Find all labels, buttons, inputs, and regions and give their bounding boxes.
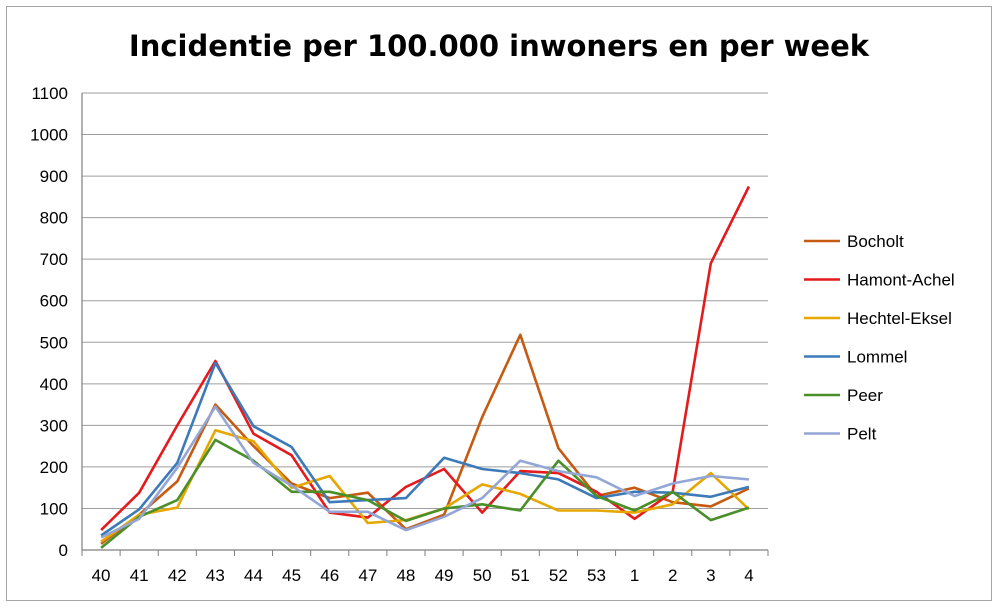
- y-tick-label: 200: [40, 458, 68, 477]
- legend-label: Pelt: [847, 425, 877, 444]
- x-tick-label: 47: [358, 566, 377, 585]
- y-tick-label: 400: [40, 375, 68, 394]
- y-tick-label: 0: [59, 541, 68, 560]
- x-tick-label: 43: [206, 566, 225, 585]
- x-tick-label: 49: [435, 566, 454, 585]
- x-tick-label: 41: [130, 566, 149, 585]
- series-line-peer: [100, 438, 750, 549]
- y-tick-label: 100: [40, 499, 68, 518]
- x-tick-label: 3: [706, 566, 715, 585]
- x-tick-label: 45: [282, 566, 301, 585]
- x-tick-label: 51: [511, 566, 530, 585]
- series-line-pelt: [100, 405, 750, 539]
- legend: Bocholt Hamont-Achel Hechtel-Eksel Lommel Pe…: [804, 232, 955, 444]
- series-line-lommel: [100, 361, 750, 537]
- x-tick-label: 1: [630, 566, 639, 585]
- legend-label: Hamont-Achel: [847, 271, 955, 290]
- y-tick-label: 600: [40, 292, 68, 311]
- series-line-bocholt: [100, 333, 750, 545]
- y-tick-label: 900: [40, 167, 68, 186]
- legend-label: Hechtel-Eksel: [847, 309, 952, 328]
- x-tick-label: 46: [320, 566, 339, 585]
- series-lines: [100, 185, 751, 549]
- legend-label: Bocholt: [847, 232, 904, 251]
- y-tick-label: 1100: [31, 84, 68, 103]
- x-tick-label: 48: [396, 566, 415, 585]
- x-tick-label: 2: [668, 566, 677, 585]
- y-tick-label: 300: [40, 416, 68, 435]
- x-tick-label: 40: [92, 566, 111, 585]
- series-line-hechtel-eksel: [100, 428, 750, 543]
- y-tick-label: 500: [40, 333, 68, 352]
- x-tick-label: 50: [473, 566, 492, 585]
- y-tick-label: 700: [40, 250, 68, 269]
- x-tick-label: 52: [549, 566, 568, 585]
- x-axis-ticks: 40 41 42 43 44 45 46 47 48 49 50 51 52 53 1 2 3 4: [92, 566, 754, 585]
- x-tick-label: 4: [744, 566, 753, 585]
- x-tick-label: 44: [244, 566, 263, 585]
- y-tick-label: 1000: [30, 126, 68, 145]
- legend-label: Lommel: [847, 348, 907, 367]
- legend-label: Peer: [847, 386, 883, 405]
- x-axis: [81, 93, 769, 556]
- x-tick-label: 42: [168, 566, 187, 585]
- y-axis-ticks: 0 100 200 300 400 500 600 700 800 900 1000 1100: [30, 84, 68, 560]
- x-tick-label: 53: [587, 566, 606, 585]
- chart-title: Incidentie per 100.000 inwoners en per w…: [129, 29, 870, 63]
- y-tick-label: 800: [40, 209, 68, 228]
